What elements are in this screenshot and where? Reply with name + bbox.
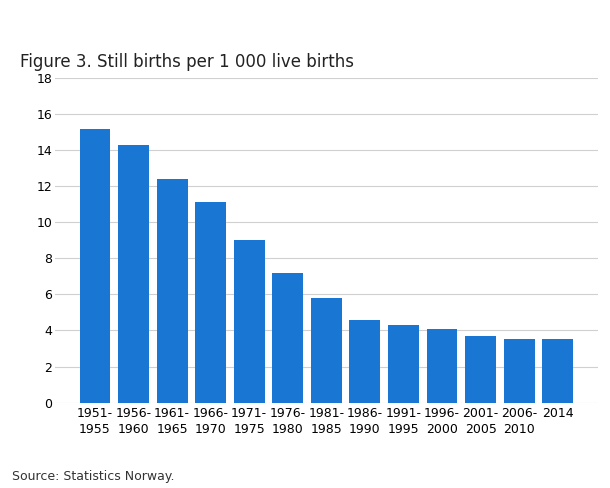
Bar <box>542 340 573 403</box>
Bar <box>79 128 110 403</box>
Bar <box>311 298 342 403</box>
Bar <box>504 340 534 403</box>
Bar <box>118 145 149 403</box>
Text: Source: Statistics Norway.: Source: Statistics Norway. <box>12 470 174 483</box>
Bar <box>195 203 226 403</box>
Bar <box>234 241 265 403</box>
Bar <box>350 320 380 403</box>
Bar <box>426 329 458 403</box>
Bar <box>465 336 496 403</box>
Text: Figure 3. Still births per 1 000 live births: Figure 3. Still births per 1 000 live bi… <box>20 53 354 71</box>
Bar <box>157 179 187 403</box>
Bar <box>388 325 419 403</box>
Bar <box>273 273 303 403</box>
